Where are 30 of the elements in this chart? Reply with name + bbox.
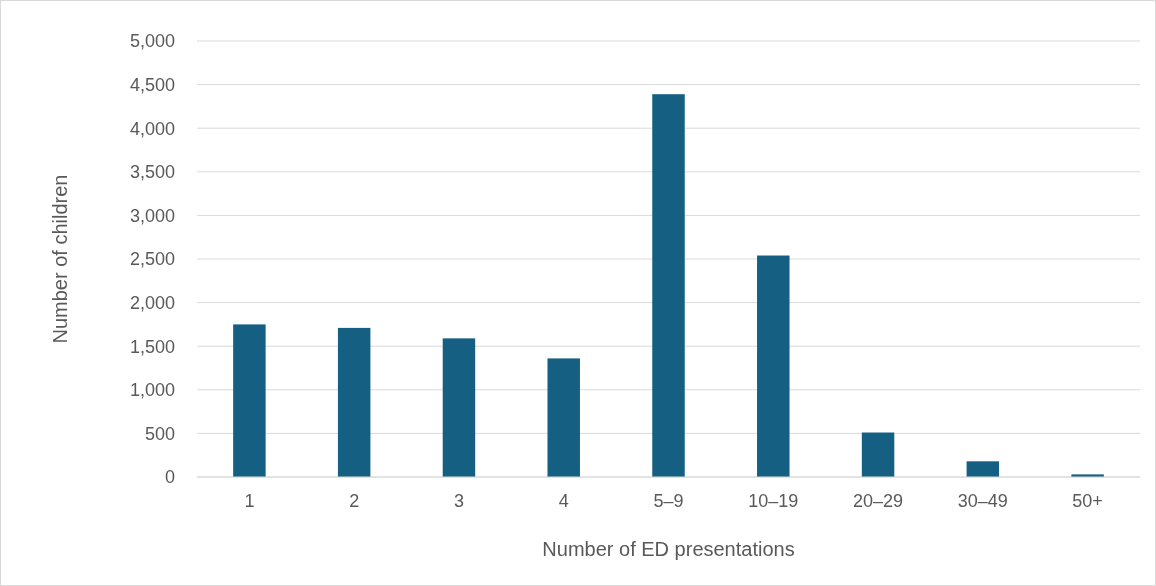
y-tick-label: 500 — [144, 423, 175, 444]
bar — [233, 324, 266, 477]
bar — [547, 358, 580, 477]
y-axis-title: Number of children — [49, 174, 71, 344]
x-tick-label: 1 — [244, 491, 255, 511]
x-tick-label: 5–9 — [653, 491, 684, 511]
y-tick-label: 2,000 — [129, 292, 175, 313]
x-tick-label: 50+ — [1072, 491, 1103, 511]
y-tick-label: 0 — [164, 467, 175, 488]
x-tick-label: 4 — [558, 491, 569, 511]
x-tick-label: 3 — [453, 491, 464, 511]
x-axis-title: Number of ED presentations — [542, 538, 795, 560]
y-tick-label: 1,000 — [129, 380, 175, 401]
x-tick-label: 30–49 — [957, 491, 1008, 511]
x-tick-label: 10–19 — [748, 491, 799, 511]
bar — [757, 255, 790, 477]
bar — [442, 338, 476, 477]
x-tick-label: 2 — [349, 491, 360, 511]
y-tick-label: 5,000 — [129, 31, 175, 52]
y-tick-label: 4,500 — [129, 74, 175, 95]
y-tick-label: 3,000 — [129, 205, 175, 226]
bar — [966, 461, 1000, 477]
y-tick-label: 2,500 — [129, 249, 175, 270]
y-tick-label: 1,500 — [129, 336, 175, 357]
y-tick-label: 3,500 — [129, 162, 175, 183]
bar — [861, 432, 895, 477]
bar — [652, 94, 685, 477]
y-tick-label: 4,000 — [129, 118, 175, 139]
bar — [337, 327, 371, 477]
x-tick-label: 20–29 — [853, 491, 904, 511]
